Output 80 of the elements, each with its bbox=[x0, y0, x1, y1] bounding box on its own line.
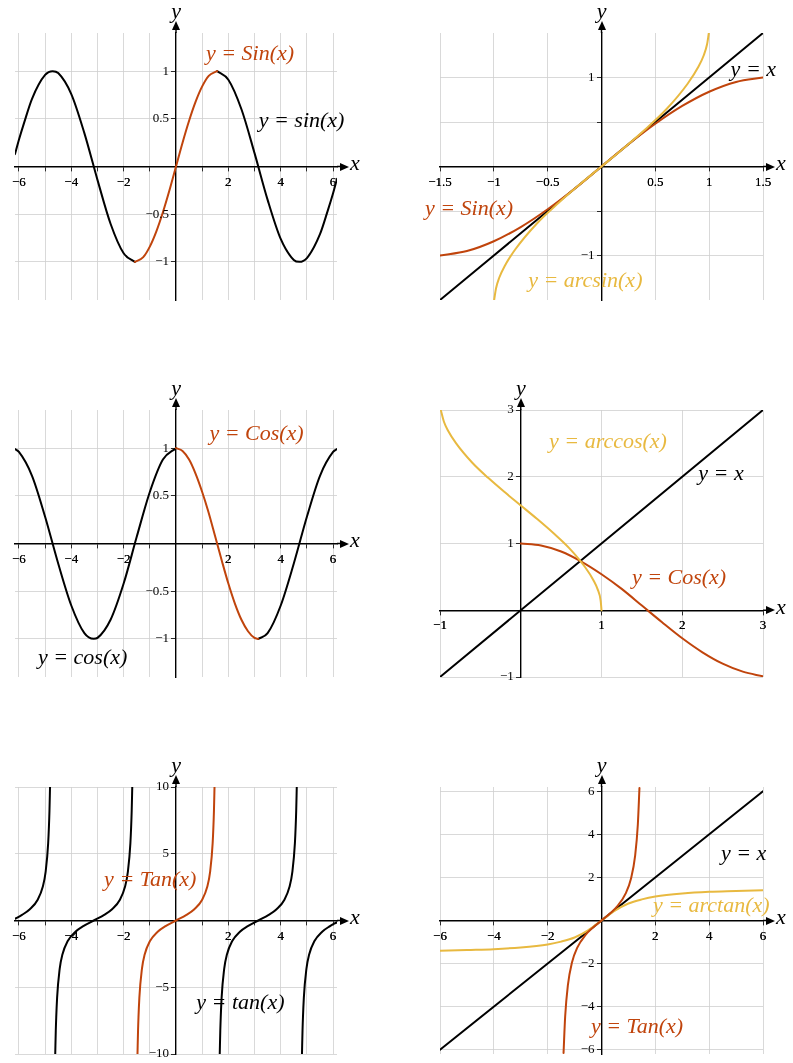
x-tick-label: −1.5 bbox=[428, 173, 452, 189]
y-tick-label: 10 bbox=[156, 778, 169, 794]
x-tick-label: −6 bbox=[12, 550, 27, 566]
x-tick-label: 1 bbox=[705, 173, 713, 189]
x-tick-label: −4 bbox=[64, 173, 79, 189]
x-tick-label: −6 bbox=[12, 173, 27, 189]
x-tick-label: 4 bbox=[705, 927, 713, 943]
x-tick-label: −1 bbox=[433, 617, 447, 633]
line-series bbox=[175, 447, 260, 640]
y-tick-label: −10 bbox=[148, 1045, 169, 1061]
series-label: y = Cos(x) bbox=[207, 419, 304, 445]
y-tick-label: −1 bbox=[155, 253, 169, 269]
y-tick-label: −1 bbox=[499, 668, 514, 684]
y-tick-label: 6 bbox=[588, 782, 595, 798]
series-label: y = x bbox=[728, 56, 777, 82]
y-tick-label: 4 bbox=[588, 825, 595, 841]
y-axis-title: y bbox=[169, 751, 182, 777]
x-tick-label: −6 bbox=[433, 927, 448, 943]
x-tick-label: 1 bbox=[598, 617, 605, 633]
y-tick-label: −6 bbox=[580, 1041, 595, 1057]
x-tick-label: −2 bbox=[540, 927, 555, 943]
y-tick-label: 2 bbox=[588, 868, 595, 884]
series-label: y = Tan(x) bbox=[588, 1013, 684, 1039]
y-tick-label: −0.5 bbox=[145, 582, 169, 598]
x-tick-label: 2 bbox=[225, 550, 232, 566]
x-tick-label: 0.5 bbox=[647, 173, 664, 189]
y-axis-title: y bbox=[169, 0, 182, 23]
y-tick-label: 1 bbox=[588, 68, 595, 84]
x-tick-label: −6 bbox=[12, 927, 27, 943]
x-tick-label: 6 bbox=[329, 550, 337, 566]
y-tick-label: −1 bbox=[580, 246, 595, 262]
x-tick-label: 4 bbox=[277, 550, 285, 566]
y-tick-label: 0.5 bbox=[152, 110, 169, 126]
x-tick-label: 6 bbox=[759, 927, 767, 943]
x-tick-label: 6 bbox=[329, 927, 337, 943]
y-tick-label: 1 bbox=[162, 62, 169, 78]
series-label: y = Sin(x) bbox=[423, 195, 514, 220]
x-tick-label: −4 bbox=[64, 550, 79, 566]
y-tick-label: 5 bbox=[162, 845, 169, 861]
x-tick-label: −2 bbox=[116, 927, 131, 943]
x-tick-label: 2 bbox=[652, 927, 659, 943]
y-tick-label: 2 bbox=[507, 468, 514, 484]
series-label: y = x bbox=[696, 459, 744, 485]
y-tick-label: −5 bbox=[155, 978, 169, 994]
series-label: y = sin(x) bbox=[256, 106, 345, 132]
y-tick-label: 1 bbox=[507, 534, 514, 550]
x-tick-label: 2 bbox=[679, 617, 686, 633]
series-label: y = x bbox=[718, 839, 767, 865]
x-axis-title: x bbox=[349, 527, 360, 553]
y-tick-label: 0.5 bbox=[152, 487, 169, 503]
x-tick-label: −2 bbox=[116, 173, 131, 189]
y-tick-label: −2 bbox=[580, 954, 595, 970]
y-axis-title: y bbox=[169, 374, 182, 400]
x-tick-label: −0.5 bbox=[535, 173, 560, 189]
y-axis-title: y bbox=[594, 0, 607, 23]
y-tick-label: 3 bbox=[507, 401, 514, 417]
series-label: y = cos(x) bbox=[35, 644, 128, 670]
x-axis-title: x bbox=[775, 594, 786, 620]
y-tick-label: −1 bbox=[155, 630, 169, 646]
x-tick-label: −4 bbox=[486, 927, 502, 943]
text: y = arccos(x) bbox=[547, 427, 667, 453]
x-axis-title: x bbox=[349, 904, 360, 930]
x-axis-title: x bbox=[349, 150, 360, 176]
x-tick-label: 2 bbox=[225, 173, 232, 189]
series-label: y = Cos(x) bbox=[629, 563, 727, 589]
x-tick-label: −2 bbox=[116, 550, 131, 566]
x-axis-title: x bbox=[775, 150, 786, 176]
series-label: y = Sin(x) bbox=[203, 40, 295, 66]
x-tick-label: −1 bbox=[486, 173, 501, 189]
y-tick-label: 1 bbox=[162, 439, 169, 455]
x-axis-title: x bbox=[775, 904, 786, 930]
series-label: y = arctan(x) bbox=[650, 891, 770, 917]
y-axis-title: y bbox=[594, 751, 607, 777]
x-tick-label: 4 bbox=[277, 927, 285, 943]
y-axis-title: y bbox=[513, 374, 526, 400]
x-tick-label: 3 bbox=[759, 617, 767, 633]
y-tick-label: −4 bbox=[580, 998, 595, 1014]
x-tick-label: 4 bbox=[277, 173, 285, 189]
x-tick-label: 1.5 bbox=[754, 173, 772, 189]
x-tick-label: 2 bbox=[225, 927, 232, 943]
